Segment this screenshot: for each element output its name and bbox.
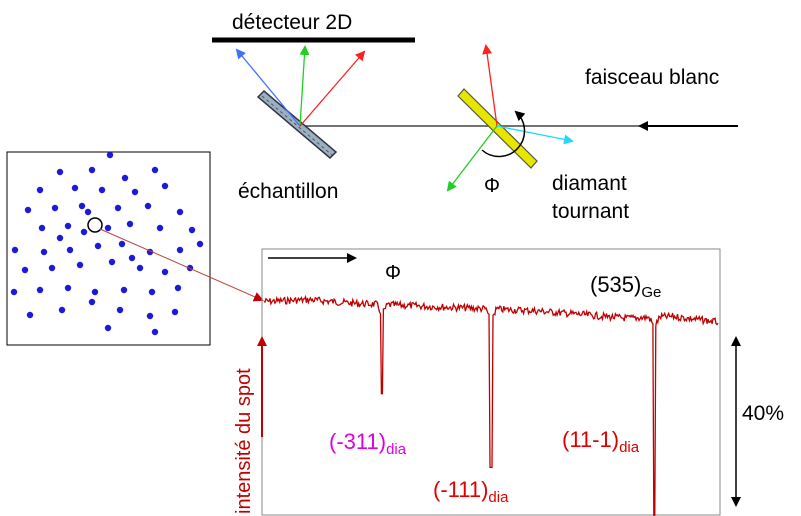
laue-spot <box>94 242 102 250</box>
laue-spot <box>56 234 64 242</box>
laue-spot <box>11 246 19 254</box>
laue-spot <box>120 286 128 294</box>
laue-spot <box>76 261 84 269</box>
laue-spot <box>10 288 18 296</box>
beam-label: faisceau blanc <box>585 66 719 89</box>
diamond-label-1: diamant <box>552 172 627 195</box>
laue-spot <box>151 328 159 336</box>
reflection-main-subscript: Ge <box>641 284 661 301</box>
dip2-label: (-111)dia <box>433 477 509 506</box>
laue-spot <box>88 166 96 174</box>
laue-spot <box>116 306 124 314</box>
detector-label: détecteur 2D <box>232 11 352 34</box>
dip3-text: (11-1) <box>562 427 619 452</box>
laue-spot <box>36 186 44 194</box>
laue-spot <box>48 264 56 272</box>
laue-spot <box>136 264 144 272</box>
phi-plot-label: Φ <box>385 262 401 284</box>
zoom-pointer <box>99 228 264 302</box>
laue-spot <box>144 202 152 210</box>
dip1-subscript: dia <box>386 441 407 458</box>
signal-trace <box>263 294 719 516</box>
laue-spot <box>174 284 182 292</box>
dip3-label: (11-1)dia <box>562 427 640 456</box>
reflection-main-label: (535)Ge <box>590 272 661 301</box>
laue-spot <box>161 182 169 190</box>
laue-spot <box>104 224 112 232</box>
reflection-main-text: (535) <box>590 272 641 297</box>
laue-spot <box>88 298 96 306</box>
intensity-axis-label: intensité du spot <box>233 368 255 514</box>
laue-spot <box>66 246 74 254</box>
scale-label: 40% <box>742 402 784 425</box>
laue-spot <box>51 204 59 212</box>
laue-spot <box>188 226 196 234</box>
laue-spot <box>196 240 204 248</box>
laue-spot <box>108 258 116 266</box>
ray-blue <box>235 48 301 127</box>
laue-spot <box>91 288 99 296</box>
dip3-subscript: dia <box>619 439 640 456</box>
dip2-subscript: dia <box>488 489 509 506</box>
laue-spot <box>26 311 34 319</box>
laue-spot <box>56 168 64 176</box>
laue-spot <box>148 288 156 296</box>
laue-spot <box>38 224 46 232</box>
laue-spot <box>171 308 179 316</box>
ray-red-diamond <box>482 44 498 127</box>
laue-spot <box>36 286 44 294</box>
laue-spot <box>40 248 48 256</box>
laue-spot <box>126 220 134 228</box>
laue-spot <box>106 151 114 159</box>
rotation-arrow <box>481 110 526 158</box>
laue-spot <box>71 184 79 192</box>
laue-spot <box>104 324 112 332</box>
laue-spot <box>131 188 139 196</box>
dip1-text: (-311) <box>329 429 386 454</box>
laue-spot <box>121 174 129 182</box>
laue-spot <box>98 186 106 194</box>
laue-spot <box>176 246 184 254</box>
dip1-label: (-311)dia <box>329 429 407 458</box>
ray-green <box>299 45 310 127</box>
diamond-label-2: tournant <box>552 200 629 223</box>
laue-spot <box>58 306 66 314</box>
laue-spot <box>84 208 92 216</box>
laue-spot <box>64 284 72 292</box>
laue-spot <box>114 204 122 212</box>
laue-spot <box>21 266 29 274</box>
sample-label: échantillon <box>238 180 338 203</box>
laue-spot <box>24 206 32 214</box>
laue-spot <box>146 312 154 320</box>
laue-spots <box>10 151 204 336</box>
laue-spot <box>64 222 72 230</box>
laue-spot <box>118 240 126 248</box>
laue-spot <box>80 228 88 236</box>
ray-green-diamond <box>446 125 498 192</box>
laue-spot <box>161 268 169 276</box>
dip2-text: (-111) <box>433 477 488 502</box>
laue-spot <box>176 208 184 216</box>
selected-spot-circle <box>87 217 103 233</box>
sample-plate <box>256 89 338 160</box>
laue-spot <box>151 166 159 174</box>
laue-spot <box>128 254 136 262</box>
laue-spot <box>78 202 86 210</box>
phi-top-label: Φ <box>484 175 500 197</box>
ray-red <box>299 50 366 127</box>
laue-spot <box>156 224 164 232</box>
ray-cyan-diamond <box>496 125 574 145</box>
